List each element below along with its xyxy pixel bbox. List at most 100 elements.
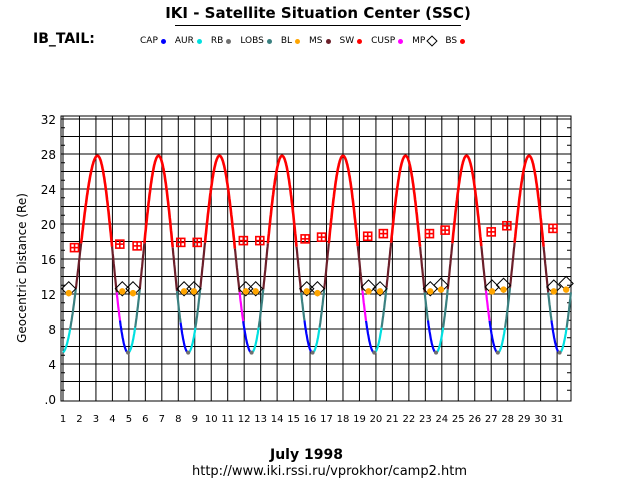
orbit-segment	[303, 320, 314, 354]
dot-icon	[266, 38, 272, 44]
orbit-segment	[74, 243, 83, 289]
x-tick-label: 11	[221, 414, 234, 425]
legend-label: MS	[309, 36, 323, 46]
orbit-segment	[300, 292, 306, 321]
x-tick-label: 29	[518, 414, 531, 425]
magnetopause-marker	[299, 281, 315, 297]
magnetopause-marker	[186, 281, 202, 297]
x-tick-label: 21	[386, 414, 399, 425]
orbit-segment	[111, 246, 118, 293]
orbit-segment	[62, 328, 72, 354]
orbit-segment	[323, 243, 330, 290]
legend-item-sw: SW	[340, 36, 363, 46]
boundary-layer-marker	[129, 289, 137, 297]
x-tick-label: 23	[419, 414, 432, 425]
orbit-segment	[143, 154, 174, 248]
x-tick-label: 12	[238, 414, 251, 425]
source-url: http://www.iki.rssi.ru/vprokhor/camp2.ht…	[192, 464, 467, 479]
x-tick-label: 20	[370, 414, 383, 425]
boundary-layer-marker	[437, 286, 445, 293]
boundary-layer-marker	[252, 288, 259, 295]
perigee-point	[126, 350, 131, 355]
orbit-segment	[389, 154, 422, 247]
legend-item-ms: MS	[309, 36, 331, 46]
legend-label: RB	[210, 36, 224, 46]
boundary-layer-marker	[65, 289, 72, 297]
axes: 1 2 3 4 5 6 7 8 9 10 11 12 13 14 15 16 17 18 19 20 21 22 23 24 2…	[41, 113, 571, 425]
y-tick-label: 16	[41, 253, 56, 267]
x-tick-label: 8	[175, 414, 181, 425]
legend-label: BL	[280, 36, 293, 46]
y-tick-label: 4	[48, 358, 56, 372]
orbit-segment	[423, 292, 430, 321]
boundary-layer-marker	[180, 288, 188, 295]
boundary-layer-marker	[242, 288, 250, 295]
orbit-segment	[565, 292, 572, 328]
x-tick-label: 14	[271, 414, 284, 425]
x-tick-label: 30	[534, 414, 547, 425]
x-tick-label: 31	[551, 414, 564, 425]
boundary-layer-marker	[562, 286, 570, 293]
legend-item-aur: AUR	[175, 36, 202, 46]
orbit-segment	[547, 292, 553, 321]
perigee-point	[557, 350, 562, 355]
boundary-layer-marker	[500, 286, 507, 293]
legend-label: CUSP	[371, 36, 396, 46]
chart-title: IKI - Satellite Situation Center (SSC)	[165, 4, 471, 22]
y-axis-label: Geocentric Distance (Re)	[15, 193, 29, 343]
orbit-segment	[79, 154, 114, 247]
orbit-segment	[419, 246, 426, 293]
dot-icon	[295, 38, 301, 44]
orbit-segment	[233, 248, 241, 293]
orbit-segment	[550, 320, 561, 354]
orbit-segment	[542, 246, 550, 293]
legend-label: AUR	[174, 36, 194, 46]
month-label: July 1998	[270, 447, 343, 463]
x-tick-label: 6	[142, 414, 148, 425]
boundary-layer-marker	[303, 288, 310, 295]
orbit-segment	[385, 242, 393, 288]
legend-item-cusp: CUSP	[371, 36, 404, 46]
perigee-point	[249, 350, 254, 355]
x-tick-label: 1	[60, 414, 66, 425]
x-tick-label: 28	[501, 414, 514, 425]
orbit-segment	[199, 242, 207, 288]
x-tick-label: 4	[109, 414, 115, 425]
boundary-layer-marker	[190, 288, 198, 295]
boundary-layer-marker	[376, 288, 384, 295]
x-tick-label: 9	[192, 414, 198, 425]
dot-icon	[196, 38, 202, 44]
orbit-segment	[484, 290, 491, 322]
boundary-layer-marker	[550, 288, 558, 295]
perigee-point	[372, 350, 377, 355]
x-tick-label: 7	[159, 414, 165, 425]
dot-icon	[160, 38, 166, 44]
orbit-segment	[361, 290, 368, 322]
magnetopause-marker	[114, 281, 130, 297]
orbit-segment	[295, 246, 303, 293]
orbit-segment	[446, 243, 454, 290]
boundary-layer-marker	[427, 288, 434, 295]
legend-item-cap: CAP	[140, 36, 166, 46]
dot-icon	[226, 38, 232, 44]
orbit-segment	[257, 289, 265, 328]
orbit-segment	[380, 287, 388, 328]
orbit-segment	[504, 287, 512, 328]
grid	[60, 115, 572, 402]
x-tick-label: 26	[468, 414, 481, 425]
orbit-segment	[442, 289, 449, 328]
legend-label: CAP	[140, 36, 158, 46]
orbit-segment	[194, 287, 202, 328]
x-tick-label: 17	[320, 414, 333, 425]
legend-item-mp: MP	[412, 35, 439, 47]
orbit-segment	[508, 242, 516, 288]
legend-label: MP	[412, 36, 426, 46]
perigee-point	[186, 350, 191, 355]
magnetopause-marker	[247, 281, 264, 297]
boundary-layer-marker	[314, 289, 321, 297]
orbit-segment	[238, 291, 245, 322]
orbit-segment	[138, 243, 146, 290]
orbit-segment	[179, 322, 190, 354]
orbit-segment	[497, 327, 507, 354]
